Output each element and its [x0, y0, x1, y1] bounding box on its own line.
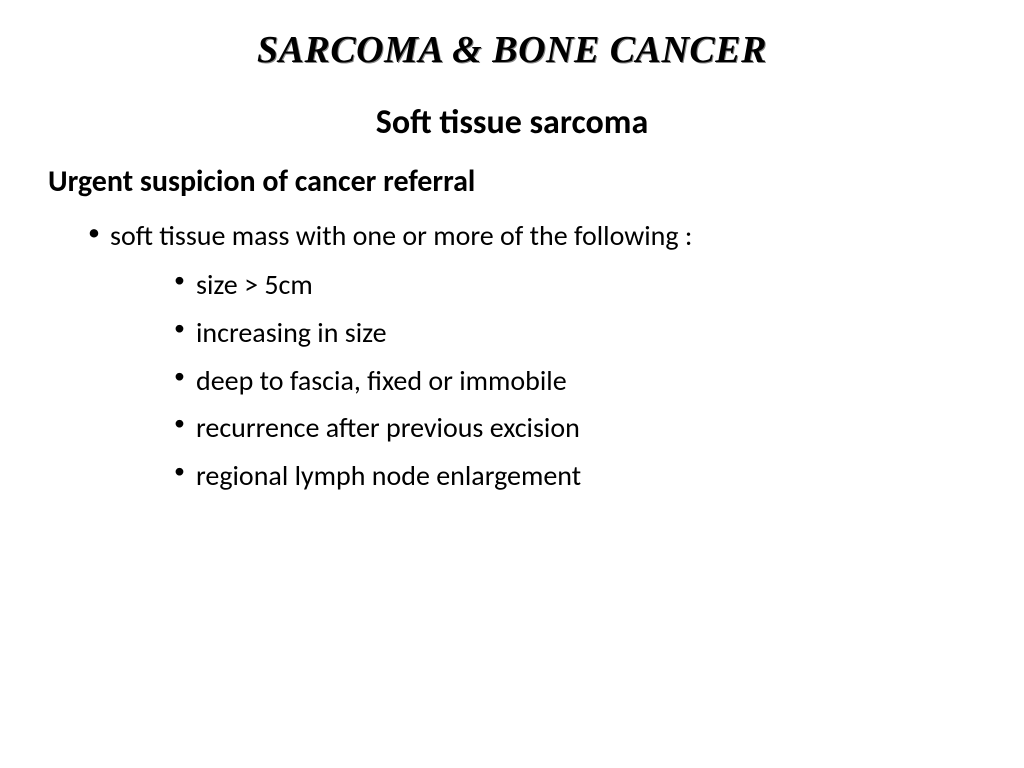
list-item: regional lymph node enlargement [174, 452, 976, 500]
list-item: soft tissue mass with one or more of the… [88, 214, 976, 499]
list-item: recurrence after previous excision [174, 404, 976, 452]
section-heading: Urgent suspicion of cancer referral [48, 163, 976, 200]
list-item: size > 5cm [174, 261, 976, 309]
bullet-intro-text: soft tissue mass with one or more of the… [110, 218, 692, 253]
bullet-list-level1: soft tissue mass with one or more of the… [48, 214, 976, 499]
slide-title: SARCOMA & BONE CANCER [48, 28, 976, 72]
bullet-list-level2: size > 5cm increasing in size deep to fa… [110, 261, 976, 499]
slide-subtitle: Soft tissue sarcoma [48, 102, 976, 143]
list-item: increasing in size [174, 309, 976, 357]
slide-container: SARCOMA & BONE CANCER Soft tissue sarcom… [0, 0, 1024, 768]
list-item: deep to fascia, fixed or immobile [174, 357, 976, 405]
